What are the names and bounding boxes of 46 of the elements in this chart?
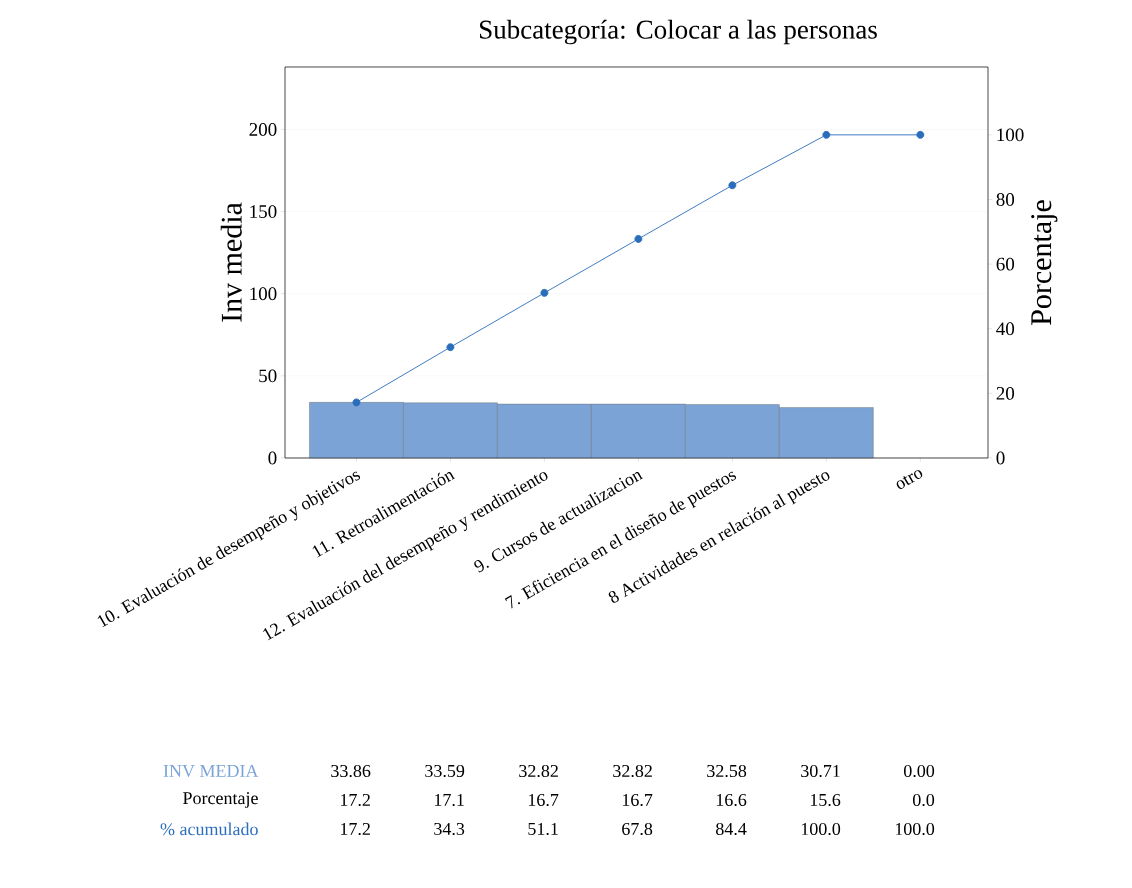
point (634, 234, 643, 243)
y-axis-title: Inv media (220, 202, 242, 322)
data-label: 51.1 (528, 822, 558, 836)
data-label: 84.4 (716, 822, 747, 836)
point (352, 398, 361, 407)
data-label: 30.71 (801, 764, 840, 778)
text: 17.1 (434, 793, 464, 807)
x-tick-label: otro (896, 470, 923, 489)
text: INV MEDIA (163, 764, 259, 778)
chart-title: Subcategoría: Colocar a las personas (480, 19, 877, 45)
text: 0.0 (913, 793, 935, 807)
y2-tick-label: 0 (996, 451, 1005, 465)
point (446, 343, 455, 352)
y2-tick-label: 60 (996, 257, 1015, 271)
y-tick-label: 100 (250, 287, 277, 301)
y2-tick-label: 80 (996, 193, 1015, 206)
y-tick-label: 50 (259, 369, 277, 383)
data-label: 0.00 (904, 764, 935, 778)
text: % acumulado (160, 822, 258, 836)
text: Porcentaje (183, 792, 258, 808)
y-tick-label: 200 (249, 123, 277, 136)
y2-tick-label: 20 (996, 386, 1015, 400)
data-label: 32.82 (519, 764, 558, 778)
text: 16.6 (716, 793, 747, 807)
data-label: 67.8 (622, 822, 653, 836)
data-label: 32.82 (613, 764, 652, 778)
text: 15.6 (810, 793, 841, 807)
data-label: 100.0 (801, 822, 841, 836)
point (728, 181, 737, 190)
data-label: 32.58 (707, 764, 747, 778)
text: 16.7 (528, 793, 559, 807)
data-label: 34.3 (434, 822, 465, 836)
y2-axis-title: Porcentaje (1031, 200, 1058, 325)
text: 16.7 (622, 793, 653, 807)
y2-tick-label: 100 (997, 128, 1024, 142)
data-label: 33.59 (425, 764, 465, 778)
point (916, 130, 925, 139)
data-label: 100.0 (895, 822, 935, 836)
data-label: 33.86 (331, 764, 371, 778)
y-tick-label: 150 (250, 205, 277, 218)
point (540, 288, 549, 297)
y2-tick-label: 40 (996, 322, 1015, 336)
data-label: 17.2 (340, 822, 370, 836)
point (822, 130, 831, 139)
text: 17.2 (340, 793, 370, 807)
y-tick-label: 0 (268, 451, 277, 465)
